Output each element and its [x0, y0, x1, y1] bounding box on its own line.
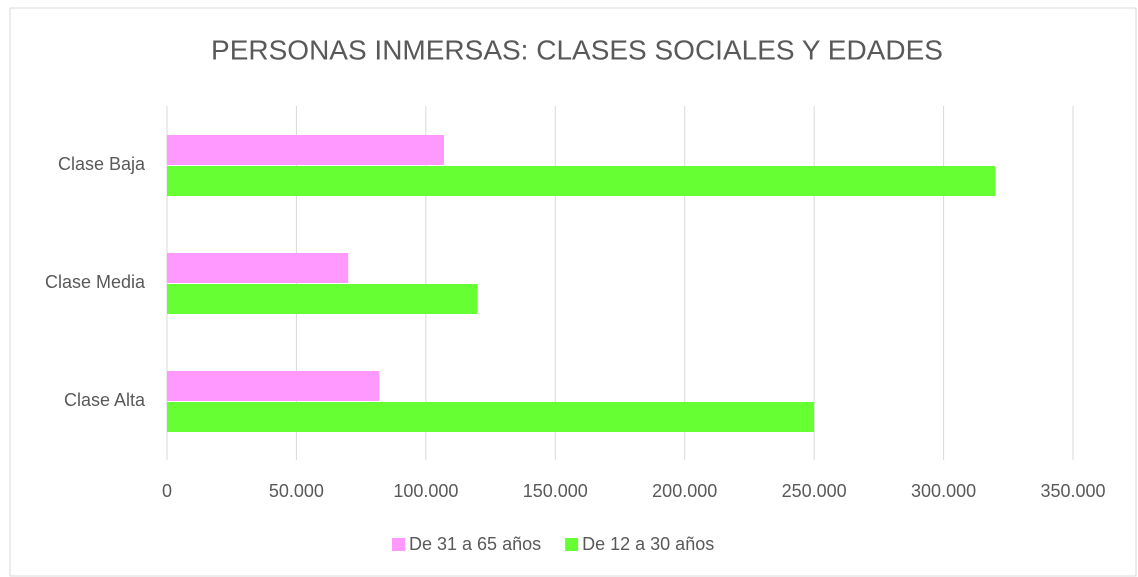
legend-swatch: [565, 538, 579, 551]
bar: [167, 135, 444, 165]
y-tick-label: Clase Media: [45, 272, 146, 292]
y-tick-label: Clase Baja: [58, 154, 146, 174]
legend-label: De 31 a 65 años: [409, 534, 541, 554]
x-tick-label: 300.000: [911, 481, 976, 501]
x-tick-label: 150.000: [523, 481, 588, 501]
bar: [167, 253, 349, 283]
legend-swatch: [392, 538, 405, 551]
bar: [167, 284, 478, 314]
bar: [167, 371, 380, 401]
x-tick-label: 200.000: [652, 481, 717, 501]
bar: [167, 402, 815, 432]
x-tick-label: 250.000: [782, 481, 847, 501]
x-tick-label: 100.000: [393, 481, 458, 501]
bar: [167, 166, 996, 196]
x-tick-label: 350.000: [1040, 481, 1105, 501]
legend-label: De 12 a 30 años: [582, 534, 714, 554]
chart-title: PERSONAS INMERSAS: CLASES SOCIALES Y EDA…: [211, 34, 943, 65]
x-tick-label: 0: [162, 481, 172, 501]
x-tick-label: 50.000: [269, 481, 324, 501]
y-tick-label: Clase Alta: [64, 390, 146, 410]
